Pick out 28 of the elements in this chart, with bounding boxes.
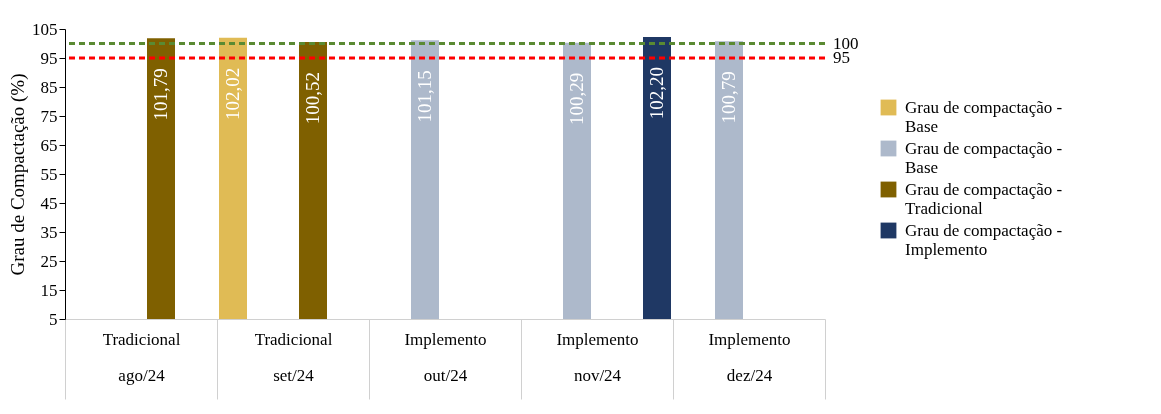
y-tick-label: 25: [40, 251, 58, 271]
legend-label: Grau de compactação - Base: [905, 97, 1063, 136]
x-tick-label: Implemento out/24: [404, 329, 487, 385]
y-tick-label: 45: [40, 193, 58, 213]
y-tick-label: 95: [40, 48, 58, 68]
data-label: 100,52: [302, 71, 323, 125]
y-tick-label: 15: [40, 280, 58, 300]
x-tick-label: Implemento nov/24: [556, 329, 639, 385]
data-label: 100,79: [718, 71, 739, 124]
y-tick-label: 75: [40, 106, 58, 126]
legend-label: Grau de compactação - Tradicional: [905, 179, 1063, 218]
y-tick-label: 65: [40, 135, 58, 155]
x-tick-label: Tradicional set/24: [254, 329, 333, 385]
y-tick-label: 105: [32, 19, 58, 39]
legend-label: Grau de compactação - Implemento: [905, 220, 1063, 259]
y-tick-label: 5: [49, 309, 58, 329]
x-tick-label: Tradicional ago/24: [102, 329, 181, 385]
data-label: 101,15: [414, 70, 435, 123]
y-axis-title: Grau de Compactação (%): [7, 73, 29, 276]
x-tick-label: Implemento dez/24: [708, 329, 791, 385]
y-tick-label: 85: [40, 77, 58, 97]
data-label: 101,79: [150, 68, 171, 121]
data-label: 100,29: [566, 72, 587, 125]
y-tick-label: 55: [40, 164, 58, 184]
data-label: 102,02: [222, 67, 243, 120]
y-tick-label: 35: [40, 222, 58, 242]
data-label: 102,20: [646, 67, 667, 120]
legend-label: Grau de compactação - Base: [905, 138, 1063, 177]
